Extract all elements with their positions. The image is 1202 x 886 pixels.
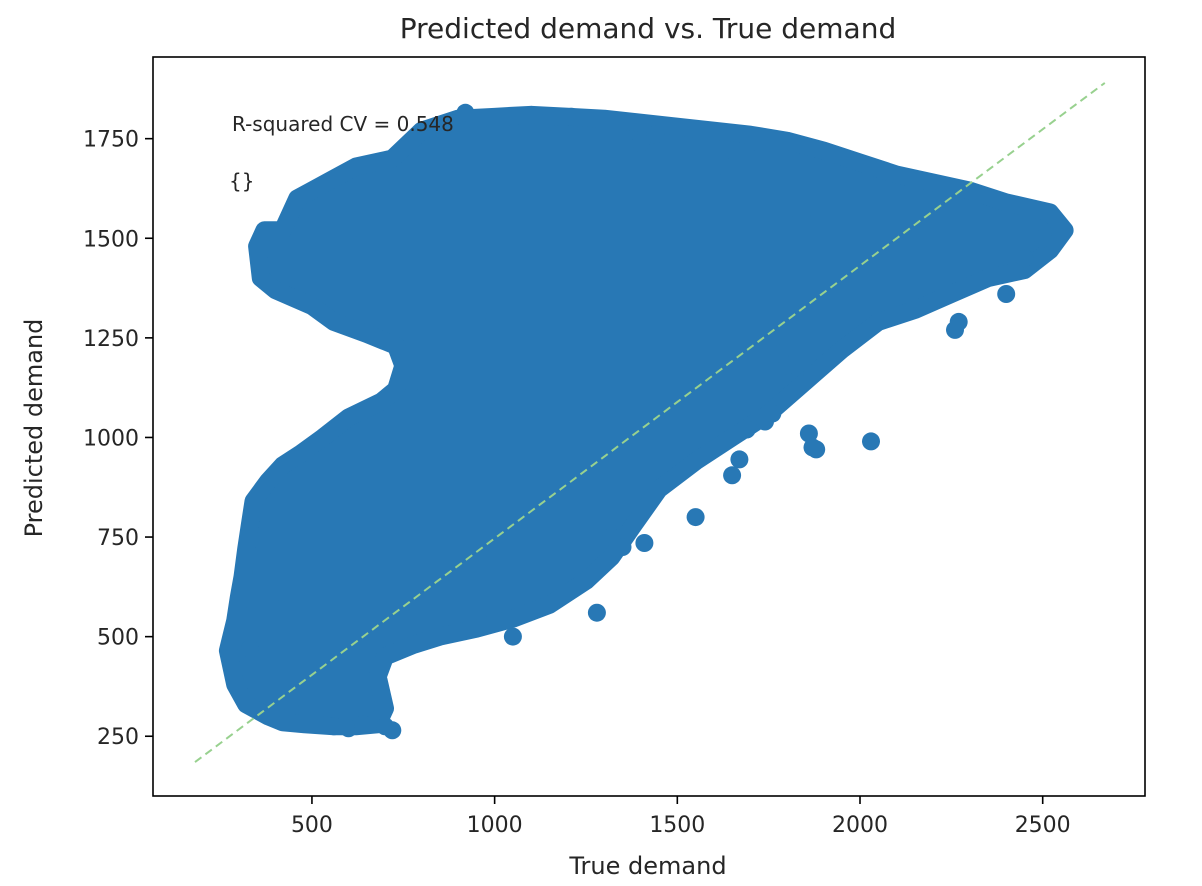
scatter-point: [1015, 249, 1034, 268]
x-tick-label: 1500: [649, 813, 705, 838]
scatter-point: [503, 627, 522, 646]
x-tick-label: 2000: [832, 813, 888, 838]
scatter-density-region: [218, 105, 1074, 736]
scatter-point: [339, 719, 358, 738]
scatter-point: [792, 205, 811, 224]
scatter-point: [456, 103, 475, 122]
scatter-point: [949, 312, 968, 331]
y-tick-label: 500: [97, 626, 139, 651]
scatter-point: [602, 528, 621, 547]
scatter-point: [324, 717, 343, 736]
y-tick-label: 1250: [83, 327, 139, 352]
scatter-point: [997, 285, 1016, 303]
scatter-point: [240, 639, 259, 658]
y-tick-label: 750: [97, 526, 139, 551]
scatter-points: [240, 103, 1052, 740]
scatter-point: [635, 534, 654, 552]
y-axis-ticks: 250 500 750 1000 1250 1500 1750: [83, 128, 153, 750]
scatter-point: [485, 308, 504, 327]
plot-area-frame: [152, 56, 1146, 797]
scatter-point: [741, 149, 760, 168]
scatter-point: [803, 438, 822, 457]
scatter-point: [354, 715, 373, 734]
x-tick-label: 1000: [467, 813, 523, 838]
reference-line: [194, 82, 1106, 763]
scatter-point: [737, 420, 756, 439]
scatter-point: [383, 721, 402, 740]
scatter-point: [723, 466, 742, 485]
scatter-point: [536, 113, 555, 132]
scatter-point: [715, 157, 734, 176]
r-squared-annotation: R-squared CV = 0.548: [232, 112, 454, 136]
scatter-point: [631, 133, 650, 152]
scatter-cloud: [218, 105, 1074, 736]
x-axis-label: True demand: [568, 852, 726, 880]
scatter-point: [587, 603, 606, 622]
scatter-point: [1033, 229, 1052, 248]
y-axis-label: Predicted demand: [20, 319, 48, 538]
scatter-point: [799, 424, 818, 443]
scatter-point: [763, 404, 782, 423]
scatter-point: [412, 388, 431, 407]
scatter-point: [862, 432, 880, 451]
y-tick-label: 1000: [83, 426, 139, 451]
y-tick-label: 1500: [83, 227, 139, 252]
y-tick-label: 250: [97, 725, 139, 750]
scatter-point: [770, 344, 789, 363]
scatter-point: [266, 699, 285, 718]
scatter-point: [730, 450, 749, 469]
scatter-point: [686, 508, 705, 527]
x-tick-label: 2500: [1015, 813, 1071, 838]
scatter-point: [273, 583, 292, 602]
empty-dict-annotation: {}: [229, 169, 254, 193]
scatter-point: [281, 695, 299, 714]
reference-line-layer: [194, 82, 1106, 763]
scatter-point: [562, 107, 581, 126]
y-tick-label: 1750: [83, 128, 139, 153]
x-axis-ticks: 500 1000 1500 2000 2500: [291, 796, 1071, 838]
x-tick-label: 500: [291, 813, 333, 838]
scatter-point: [646, 125, 665, 144]
chart-title: Predicted demand vs. True demand: [400, 12, 896, 45]
scatter-point: [803, 364, 822, 383]
